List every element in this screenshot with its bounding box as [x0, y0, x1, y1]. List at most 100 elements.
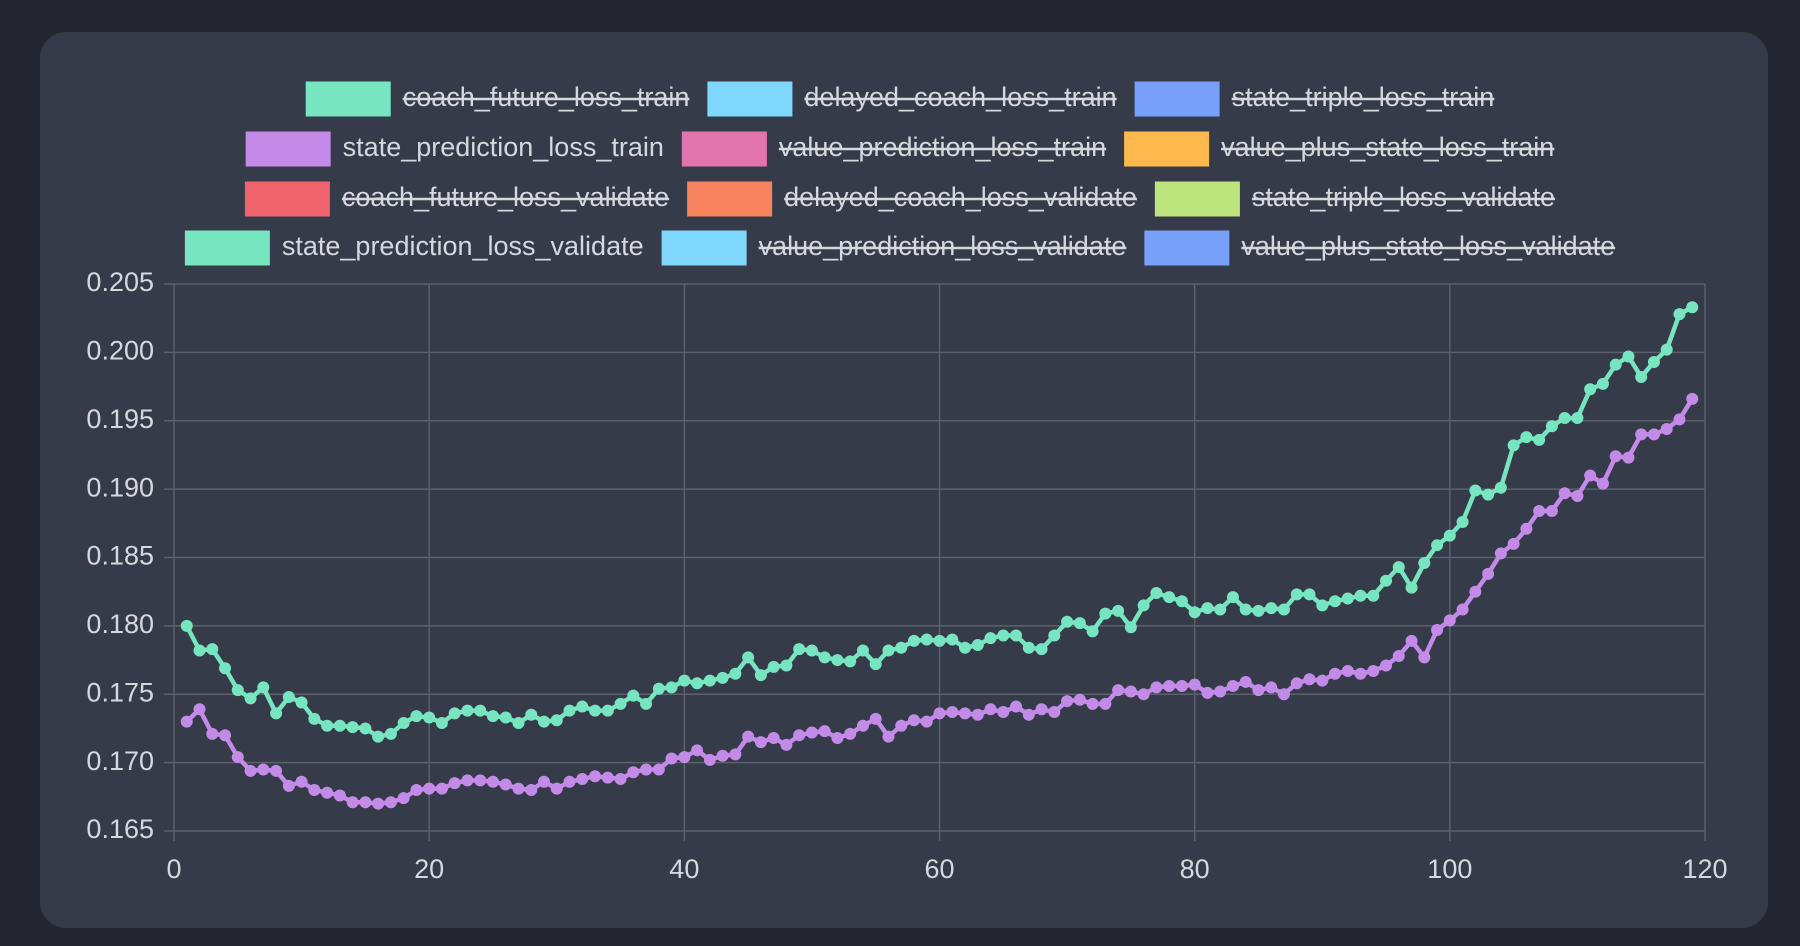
legend-item[interactable]: state_prediction_loss_validate — [184, 230, 644, 266]
data-point — [525, 783, 538, 796]
legend-item[interactable]: value_prediction_loss_train — [681, 131, 1107, 167]
data-point — [1086, 625, 1099, 638]
legend-label: coach_future_loss_validate — [342, 182, 669, 212]
data-point — [614, 697, 627, 710]
legend-swatch — [687, 181, 773, 217]
data-point — [754, 669, 767, 682]
data-point — [423, 711, 436, 724]
data-point — [372, 730, 385, 743]
legend-swatch — [707, 81, 793, 117]
data-point — [1418, 651, 1431, 664]
data-point — [1201, 686, 1214, 699]
legend-item[interactable]: value_prediction_loss_validate — [661, 230, 1127, 266]
data-point — [1010, 629, 1023, 642]
data-point — [270, 707, 283, 720]
data-point — [384, 796, 397, 809]
legend-item[interactable]: delayed_coach_loss_validate — [687, 181, 1137, 217]
data-point — [984, 632, 997, 645]
legend-item[interactable]: state_triple_loss_validate — [1154, 181, 1556, 217]
data-point — [372, 797, 385, 810]
data-point — [1660, 343, 1673, 356]
y-tick-label: 0.200 — [86, 336, 154, 366]
data-point — [729, 667, 742, 680]
data-point — [410, 783, 423, 796]
data-point — [1494, 547, 1507, 560]
legend-item[interactable]: value_plus_state_loss_train — [1124, 131, 1555, 167]
data-point — [1686, 392, 1699, 405]
data-point — [1507, 537, 1520, 550]
data-point — [295, 696, 308, 709]
data-point — [1584, 469, 1597, 482]
data-point — [1431, 623, 1444, 636]
legend-label: coach_future_loss_train — [403, 82, 690, 112]
data-point — [563, 704, 576, 717]
data-point — [537, 715, 550, 728]
legend-label: delayed_coach_loss_validate — [784, 182, 1137, 212]
data-point — [1290, 588, 1303, 601]
data-point — [856, 719, 869, 732]
legend-item[interactable]: coach_future_loss_validate — [244, 181, 670, 217]
data-point — [244, 764, 257, 777]
legend-swatch — [681, 131, 767, 167]
data-point — [665, 681, 678, 694]
legend-swatch — [1154, 181, 1240, 217]
data-point — [282, 690, 295, 703]
data-point — [844, 727, 857, 740]
legend-item[interactable]: coach_future_loss_train — [305, 81, 690, 117]
data-point — [1596, 377, 1609, 390]
y-tick-label: 0.170 — [86, 746, 154, 776]
data-point — [257, 681, 270, 694]
data-point — [1507, 439, 1520, 452]
data-point — [1380, 574, 1393, 587]
data-point — [1520, 431, 1533, 444]
data-point — [448, 707, 461, 720]
x-tick-label: 60 — [924, 854, 954, 884]
legend-item[interactable]: value_plus_state_loss_validate — [1144, 230, 1616, 266]
legend-item[interactable]: delayed_coach_loss_train — [707, 81, 1117, 117]
data-point — [627, 689, 640, 702]
data-point — [359, 796, 372, 809]
legend-label: delayed_coach_loss_train — [804, 82, 1116, 112]
data-point — [678, 674, 691, 687]
data-point — [231, 751, 244, 764]
data-point — [831, 732, 844, 745]
data-point — [831, 654, 844, 667]
legend-swatch — [1134, 81, 1220, 117]
legend-item[interactable]: state_triple_loss_train — [1134, 81, 1495, 117]
data-point — [1175, 595, 1188, 608]
data-point — [895, 641, 908, 654]
data-point — [1022, 641, 1035, 654]
data-point — [257, 763, 270, 776]
y-tick-label: 0.190 — [86, 472, 154, 502]
data-point — [1252, 604, 1265, 617]
data-point — [308, 712, 321, 725]
data-point — [321, 786, 334, 799]
data-point — [1609, 450, 1622, 463]
data-point — [1061, 615, 1074, 628]
data-point — [703, 753, 716, 766]
data-point — [1022, 708, 1035, 721]
data-point — [1647, 355, 1660, 368]
data-point — [1290, 677, 1303, 690]
data-point — [346, 796, 359, 809]
data-point — [1163, 591, 1176, 604]
data-point — [1660, 422, 1673, 435]
data-point — [691, 744, 704, 757]
data-point — [1647, 428, 1660, 441]
data-point — [1596, 477, 1609, 490]
y-tick-label: 0.165 — [86, 814, 154, 844]
data-point — [321, 719, 334, 732]
data-point — [1316, 599, 1329, 612]
data-point — [270, 764, 283, 777]
data-point — [1494, 481, 1507, 494]
data-point — [180, 715, 193, 728]
data-point — [193, 703, 206, 716]
data-point — [384, 727, 397, 740]
data-point — [1099, 607, 1112, 620]
data-point — [1010, 700, 1023, 713]
legend-item[interactable]: state_prediction_loss_train — [245, 131, 664, 167]
data-point — [767, 732, 780, 745]
legend-label: value_plus_state_loss_train — [1221, 132, 1554, 162]
data-point — [691, 677, 704, 690]
data-point — [1124, 621, 1137, 634]
